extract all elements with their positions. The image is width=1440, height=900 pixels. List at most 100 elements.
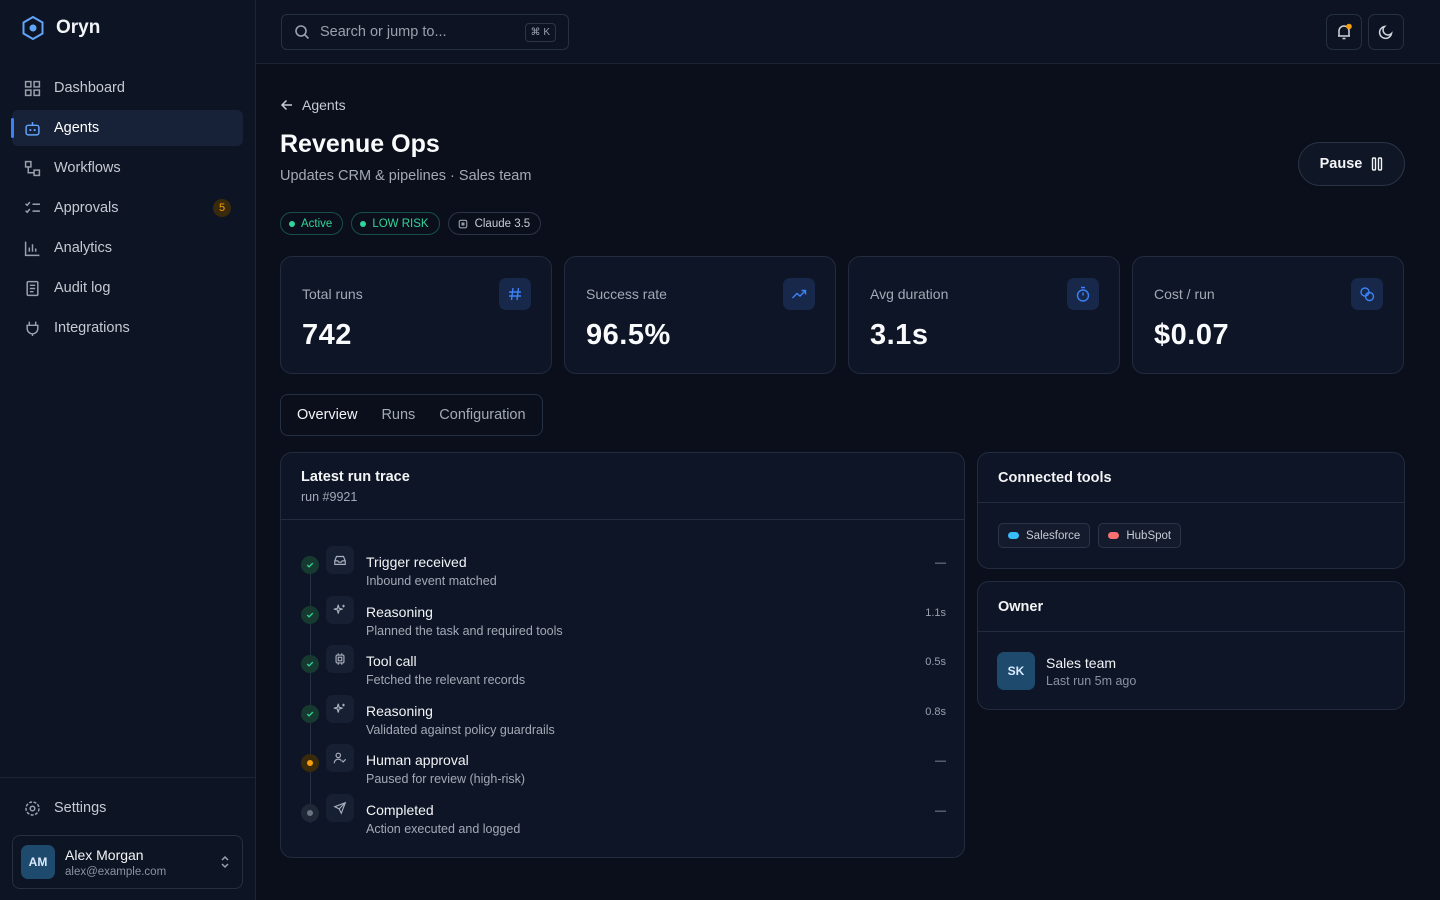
step-detail: Inbound event matched (366, 574, 497, 588)
stat-label: Total runs (302, 286, 363, 302)
stat-icon-glyph (1076, 286, 1090, 302)
step-icon-glyph (333, 801, 347, 815)
user-menu[interactable]: AM Alex Morgan alex@example.com (12, 835, 243, 889)
nav-icon (24, 160, 41, 176)
step-icon (326, 694, 354, 723)
check-icon (306, 562, 314, 568)
tag-label: Active (301, 217, 333, 230)
step-status (301, 804, 319, 822)
stats: Total runs 742 Success rate 96.5% Avg durati… (280, 256, 1404, 374)
tags: Active LOW RISK Claude 3.5 (280, 212, 542, 235)
nav-item[interactable]: Integrations (12, 310, 243, 346)
stat-card: Avg duration 3.1s (848, 256, 1120, 374)
nav-item[interactable]: Workflows (12, 150, 243, 186)
nav-item[interactable]: Dashboard (12, 70, 243, 106)
owner-info: Sales team Last run 5m ago (1046, 655, 1136, 688)
nav: Dashboard Agents Workflows Approvals 5 Analyt… (11, 70, 243, 350)
nav-label: Approvals (54, 200, 119, 216)
stat-card: Cost / run $0.07 (1132, 256, 1404, 374)
nav-icon (24, 241, 40, 256)
breadcrumb[interactable]: Agents (280, 97, 346, 113)
step-time: — (935, 805, 946, 817)
nav-label: Dashboard (54, 80, 125, 96)
user-name: Alex Morgan (65, 846, 144, 863)
search-icon (295, 25, 310, 40)
tabs: Overview Runs Configuration (280, 394, 543, 436)
tool-chip[interactable]: Salesforce (998, 523, 1091, 548)
nav-label: Integrations (54, 320, 130, 336)
nav-label: Agents (54, 120, 100, 136)
tool-list: Salesforce HubSpot (978, 503, 1404, 568)
status-dot (307, 760, 313, 767)
trace-card: Latest run trace run #9921 Trigger recei… (280, 452, 965, 858)
sidebar-footer: Settings AM Alex Morgan alex@example.com (0, 777, 255, 889)
tag-label: Claude 3.5 (474, 217, 531, 230)
owner-name: Sales team (1046, 654, 1117, 671)
nav-badge: 5 (213, 199, 231, 217)
user-info: Alex Morgan alex@example.com (65, 847, 166, 878)
step-detail: Action executed and logged (366, 822, 521, 836)
step-status (301, 754, 319, 773)
nav-item[interactable]: Analytics (12, 230, 243, 266)
stat-icon-glyph (1360, 287, 1375, 302)
nav-item[interactable]: Audit log (12, 270, 243, 306)
stat-icon (1067, 278, 1099, 310)
stat-value: 96.5% (586, 319, 671, 351)
step-detail: Validated against policy guardrails (366, 722, 555, 737)
tab[interactable]: Overview (297, 407, 358, 423)
theme-toggle[interactable] (1368, 14, 1404, 50)
nav-label: Workflows (54, 160, 121, 176)
step-icon (326, 546, 354, 574)
nav-item[interactable]: Approvals 5 (12, 190, 243, 226)
stat-value: $0.07 (1154, 319, 1230, 351)
nav-item[interactable]: Agents (11, 110, 243, 146)
step-title: Trigger received (366, 554, 467, 570)
tab[interactable]: Runs (381, 407, 416, 423)
step-title: Tool call (366, 653, 417, 670)
stat-icon (499, 278, 531, 310)
chevrons-icon (221, 855, 229, 869)
step-icon-glyph (334, 555, 346, 565)
nav-icon (26, 280, 39, 296)
brand[interactable]: Oryn (22, 16, 100, 40)
trace-header: Latest run trace run #9921 (281, 453, 964, 520)
nav-icon (25, 201, 40, 213)
tool-chip[interactable]: HubSpot (1098, 523, 1182, 548)
step-status (301, 605, 319, 624)
step-title: Reasoning (366, 603, 433, 620)
stat-label: Cost / run (1154, 286, 1215, 302)
stat-label: Avg duration (870, 286, 949, 302)
owner-avatar: SK (997, 652, 1035, 690)
settings-link[interactable]: Settings (12, 790, 243, 826)
step-time: — (935, 755, 946, 768)
tab[interactable]: Configuration (439, 407, 526, 423)
step-icon (326, 645, 354, 674)
stat-icon-glyph (792, 289, 807, 299)
settings-label: Settings (54, 800, 107, 816)
stat-value: 3.1s (870, 319, 929, 351)
pause-button[interactable]: Pause (1298, 142, 1405, 186)
search-box[interactable]: Search or jump to... ⌘ K (281, 14, 569, 50)
step-icon (326, 595, 354, 624)
pause-label: Pause (1319, 156, 1363, 172)
trace-step: Tool call Fetched the relevant records 0.5… (301, 645, 946, 701)
stat-icon-glyph (509, 287, 521, 301)
trace-step: Human approval Paused for review (high-ri… (301, 744, 946, 800)
step-title: Completed (366, 802, 434, 818)
tool-label: Salesforce (1026, 529, 1081, 542)
nav-icon (25, 121, 40, 136)
trace-step: Reasoning Planned the task and required t… (301, 595, 946, 652)
tag-label: LOW RISK (372, 217, 429, 230)
tag-dot (289, 220, 295, 227)
step-icon (326, 744, 354, 773)
step-status (301, 655, 319, 674)
tag-icon (458, 219, 467, 228)
topbar: Search or jump to... ⌘ K (256, 0, 1440, 64)
stat-value: 742 (302, 319, 352, 351)
step-icon-glyph (335, 653, 345, 665)
tool-logo (1008, 532, 1019, 539)
notifications-button[interactable] (1326, 14, 1362, 50)
user-avatar: AM (21, 845, 55, 879)
step-icon-glyph (333, 753, 347, 764)
